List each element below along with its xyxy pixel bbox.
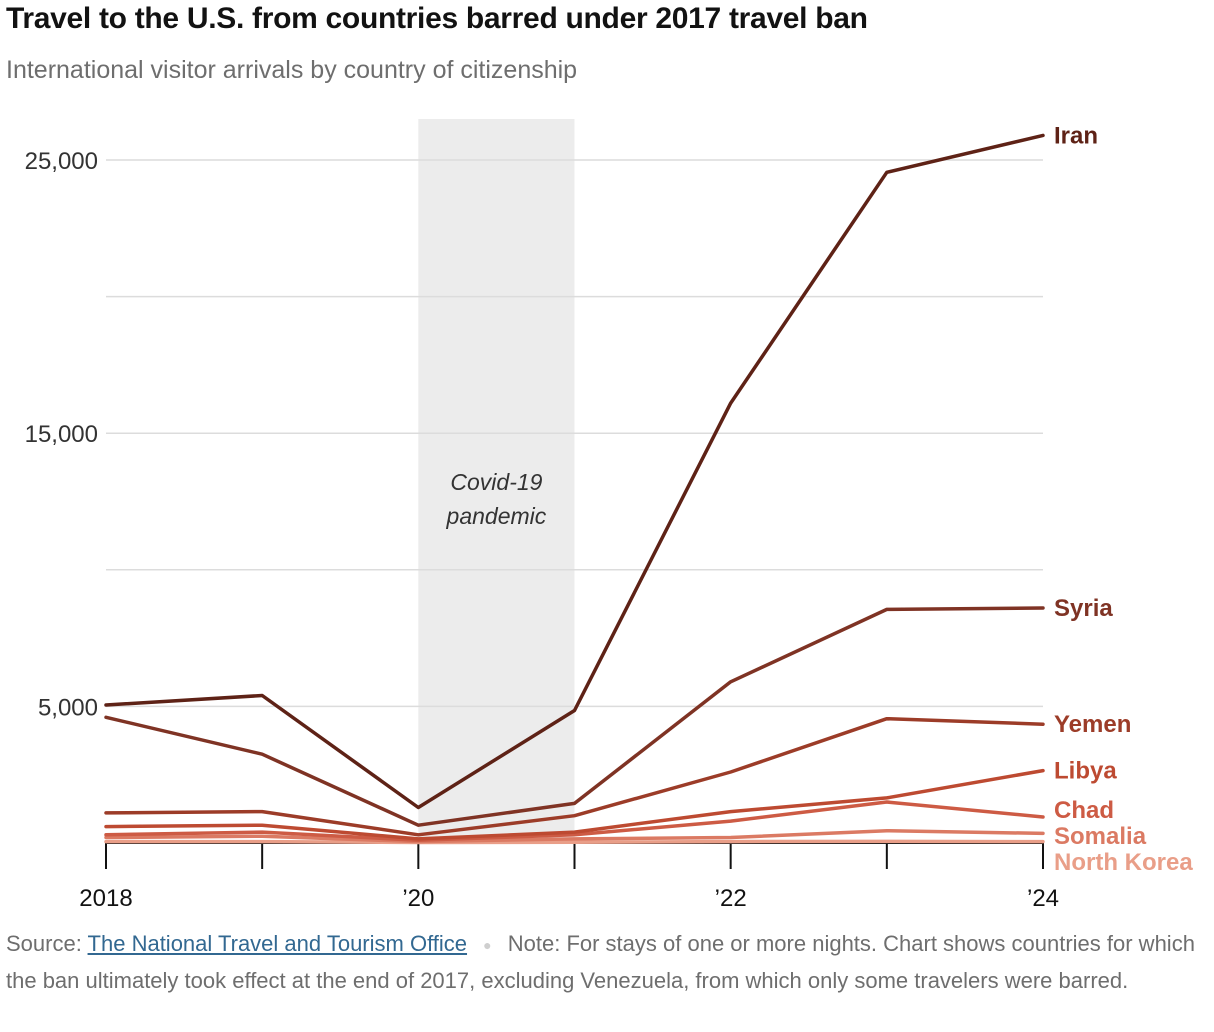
footer-note: Note: For stays of one or more nights. C… (6, 931, 1195, 993)
x-tick-label: ’22 (715, 885, 747, 912)
line-chart: Covid-19 pandemic 25,000 15,000 5,000 2018 ’2… (25, 119, 1193, 912)
source-link[interactable]: The National Travel and Tourism Office (87, 931, 468, 956)
series-line-somalia (104, 828, 1045, 844)
x-tick-label: ’24 (1027, 885, 1059, 912)
series-line-yemen (104, 716, 1045, 837)
y-tick-label: 25,000 (25, 148, 98, 175)
series-label-syria: Syria (1054, 595, 1113, 622)
series-line-north-korea (104, 839, 1045, 845)
series-label-yemen: Yemen (1054, 711, 1131, 738)
series-label-iran: Iran (1054, 122, 1098, 149)
chart-title: Travel to the U.S. from countries barred… (6, 2, 868, 35)
covid-label-line2: pandemic (446, 503, 547, 529)
series-label-chad: Chad (1054, 797, 1114, 824)
x-tick-label: ’20 (402, 885, 434, 912)
y-tick-label: 15,000 (25, 421, 98, 448)
series-line-iran (104, 133, 1045, 810)
x-tick-label: 2018 (79, 885, 132, 912)
chart-footer: Source: The National Travel and Tourism … (6, 926, 1196, 998)
series-label-libya: Libya (1054, 758, 1117, 785)
y-tick-label: 5,000 (38, 694, 98, 721)
series-line-chad (104, 800, 1045, 843)
source-label: Source: (6, 931, 82, 956)
covid-label-line1: Covid-19 (450, 469, 542, 495)
series-label-north-korea: North Korea (1054, 849, 1193, 876)
series-line-libya (104, 768, 1045, 841)
chart-subtitle: International visitor arrivals by countr… (6, 56, 578, 84)
series-label-somalia: Somalia (1054, 823, 1147, 850)
series-line-syria (104, 606, 1045, 827)
covid-shaded-region (418, 119, 575, 843)
separator-dot-icon: ● (483, 936, 492, 953)
